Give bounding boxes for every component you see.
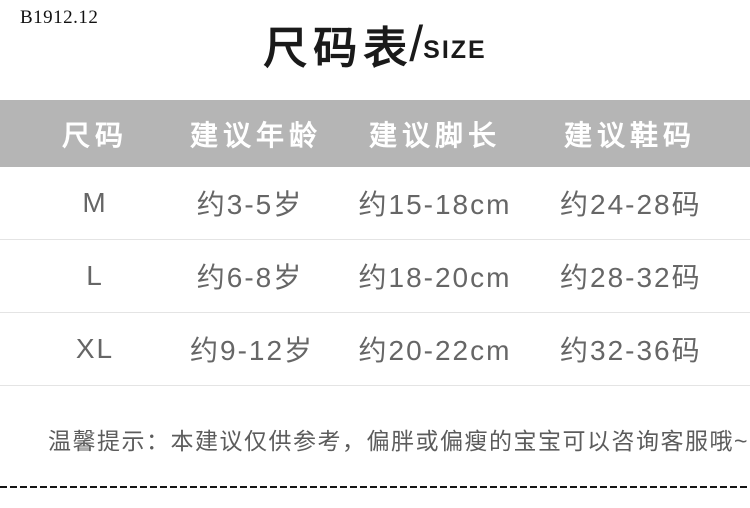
product-code: B1912.12 [20, 7, 99, 28]
header-cell-foot-length: 建议脚长 [368, 119, 501, 151]
title-chinese: 尺码表 [263, 24, 414, 73]
cell-age: 约3-5岁 [196, 189, 304, 220]
page-title: 尺码表/SIZE [0, 12, 750, 76]
cell-shoe-size: 约24-28码 [560, 189, 702, 220]
title-slash: / [409, 16, 424, 72]
title-english: SIZE [423, 35, 487, 64]
cell-size: M [82, 187, 108, 218]
header-cell-size: 尺码 [61, 119, 128, 151]
cell-size: XL [75, 333, 115, 364]
cell-foot-length: 约20-22cm [358, 335, 512, 366]
table-row-xl: XL 约9-12岁 约20-22cm 约32-36码 [0, 313, 750, 386]
table-header-row: 尺码 建议年龄 建议脚长 建议鞋码 [0, 100, 750, 167]
table-row-l: L 约6-8岁 约18-20cm 约28-32码 [0, 240, 750, 313]
header-cell-shoe-size: 建议鞋码 [563, 119, 696, 151]
cell-foot-length: 约18-20cm [358, 262, 512, 293]
cell-age: 约9-12岁 [190, 335, 315, 366]
cell-age: 约6-8岁 [196, 262, 304, 293]
size-table: 尺码 建议年龄 建议脚长 建议鞋码 M 约3-5岁 约15-18cm 约24-2… [0, 100, 750, 386]
header-cell-age: 建议年龄 [190, 119, 323, 151]
note-text: 温馨提示：本建议仅供参考，偏胖或偏瘦的宝宝可以咨询客服哦~ [48, 428, 749, 454]
cell-shoe-size: 约32-36码 [560, 335, 702, 366]
cell-shoe-size: 约28-32码 [560, 262, 702, 293]
cell-foot-length: 约15-18cm [358, 189, 512, 220]
table-row-m: M 约3-5岁 约15-18cm 约24-28码 [0, 167, 750, 240]
dashed-divider [0, 486, 750, 488]
cell-size: L [86, 260, 104, 291]
